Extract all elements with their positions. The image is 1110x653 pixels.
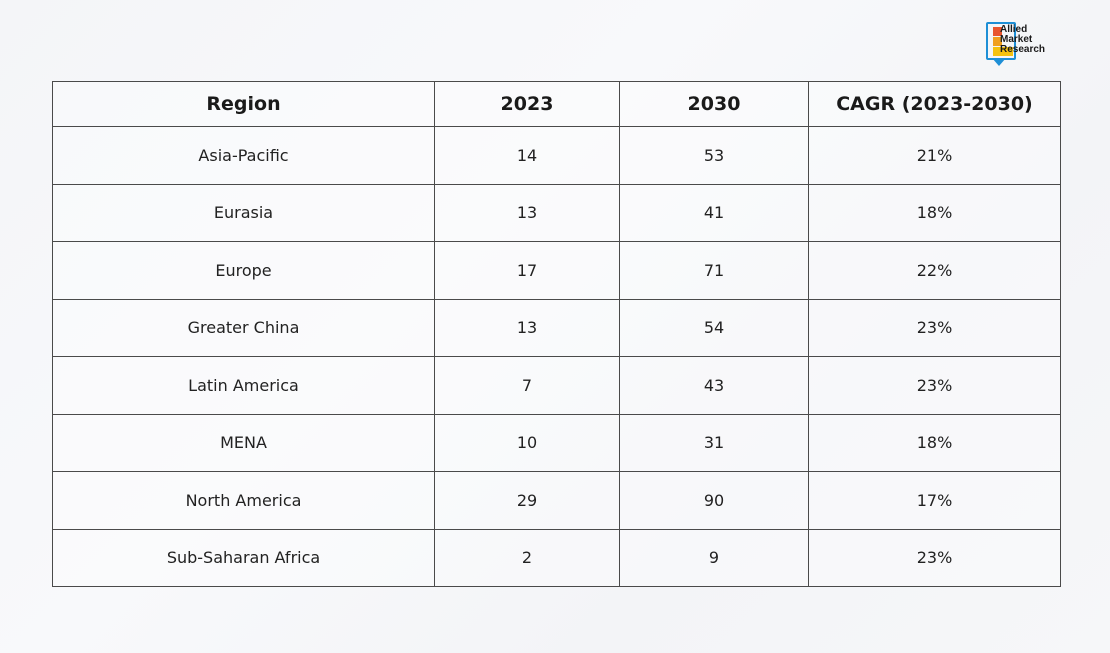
cagr-cell: 22% <box>808 241 1061 300</box>
table-row: Asia-Pacific 14 53 21% <box>52 126 1061 185</box>
logo-square-yellow <box>993 47 1013 56</box>
logo-line-2: Market <box>1000 34 1033 45</box>
logo-line-3: Research <box>1000 44 1046 55</box>
cagr-cell: 18% <box>808 413 1061 472</box>
value-2030-cell: 90 <box>619 471 809 530</box>
value-2023-cell: 13 <box>434 183 620 242</box>
value-2030-cell: 71 <box>619 241 809 300</box>
table-row: Europe 17 71 22% <box>52 241 1061 300</box>
region-cell: North America <box>52 471 435 530</box>
header-row: Region 2023 2030 CAGR (2023-2030) <box>52 81 1061 127</box>
cagr-cell: 18% <box>808 183 1061 242</box>
region-cell: Europe <box>52 241 435 300</box>
region-cell: MENA <box>52 413 435 472</box>
market-table-container: Region 2023 2030 CAGR (2023-2030) Asia-P… <box>52 81 1061 587</box>
value-2023-cell: 10 <box>434 413 620 472</box>
value-2023-cell: 14 <box>434 126 620 185</box>
logo-square-orange <box>993 27 1002 36</box>
table-row: Sub-Saharan Africa 2 9 23% <box>52 528 1061 587</box>
allied-market-research-logo: Allied Market Research <box>986 22 1070 70</box>
table-row: North America 29 90 17% <box>52 471 1061 530</box>
cagr-cell: 21% <box>808 126 1061 185</box>
value-2030-cell: 31 <box>619 413 809 472</box>
logo-wordmark: Allied Market Research <box>1000 25 1045 55</box>
table-row: Latin America 7 43 23% <box>52 356 1061 415</box>
table-body: Asia-Pacific 14 53 21% Eurasia 13 41 18% Europe 1… <box>52 126 1061 587</box>
table-row: Greater China 13 54 23% <box>52 298 1061 357</box>
logo-speech-tail <box>992 58 1006 66</box>
cagr-cell: 23% <box>808 298 1061 357</box>
logo-square-amber <box>993 37 1002 46</box>
region-cell: Eurasia <box>52 183 435 242</box>
region-cell: Asia-Pacific <box>52 126 435 185</box>
value-2023-cell: 13 <box>434 298 620 357</box>
value-2023-cell: 17 <box>434 241 620 300</box>
cagr-cell: 23% <box>808 528 1061 587</box>
market-table: Region 2023 2030 CAGR (2023-2030) Asia-P… <box>52 81 1061 587</box>
region-cell: Latin America <box>52 356 435 415</box>
table-row: MENA 10 31 18% <box>52 413 1061 472</box>
value-2030-cell: 54 <box>619 298 809 357</box>
value-2030-cell: 41 <box>619 183 809 242</box>
value-2023-cell: 7 <box>434 356 620 415</box>
value-2030-cell: 9 <box>619 528 809 587</box>
value-2030-cell: 43 <box>619 356 809 415</box>
header-region: Region <box>52 81 435 127</box>
header-cagr: CAGR (2023-2030) <box>808 81 1061 127</box>
cagr-cell: 23% <box>808 356 1061 415</box>
header-2030: 2030 <box>619 81 809 127</box>
cagr-cell: 17% <box>808 471 1061 530</box>
header-2023: 2023 <box>434 81 620 127</box>
value-2023-cell: 29 <box>434 471 620 530</box>
value-2030-cell: 53 <box>619 126 809 185</box>
region-cell: Greater China <box>52 298 435 357</box>
value-2023-cell: 2 <box>434 528 620 587</box>
logo-line-1: Allied <box>1000 24 1028 35</box>
region-cell: Sub-Saharan Africa <box>52 528 435 587</box>
table-row: Eurasia 13 41 18% <box>52 183 1061 242</box>
